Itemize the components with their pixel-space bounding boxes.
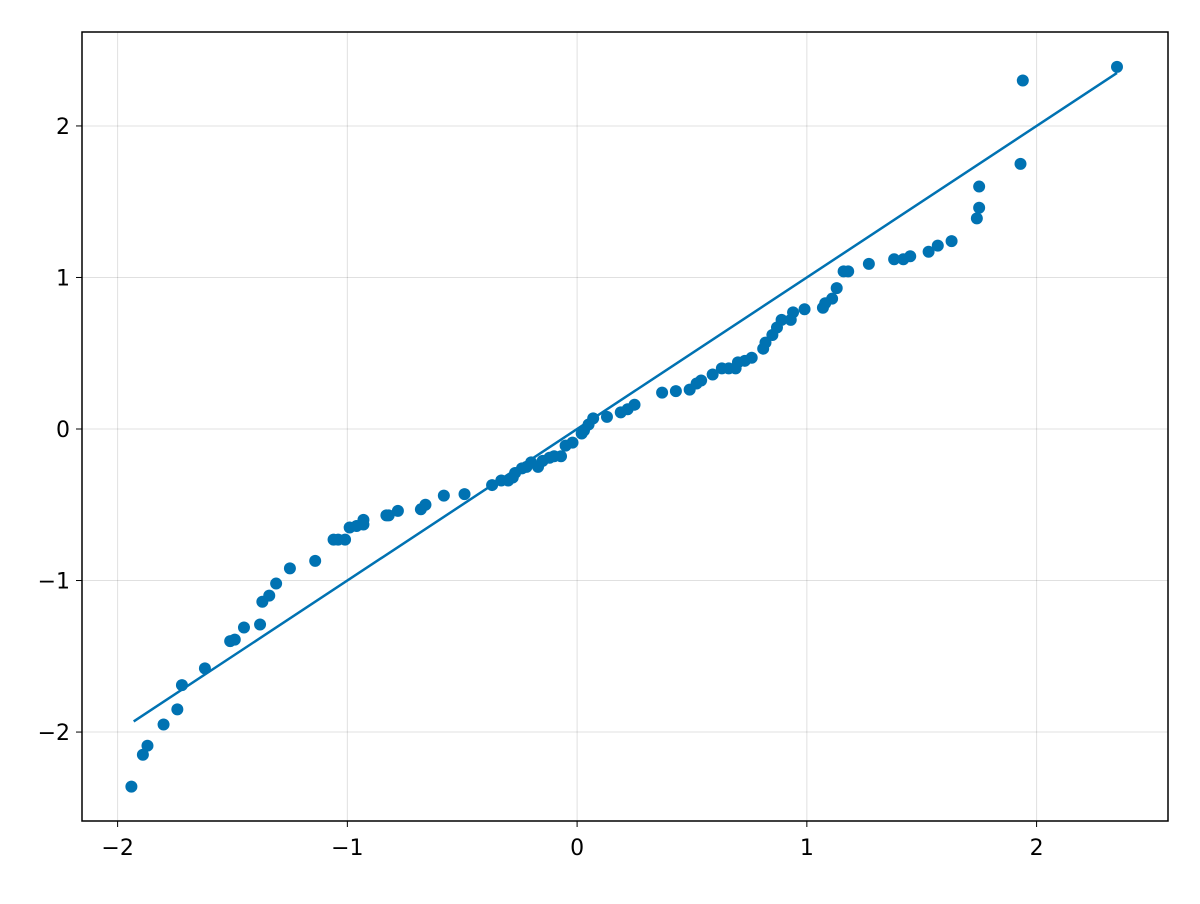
point xyxy=(171,703,184,716)
point xyxy=(628,398,641,411)
point xyxy=(228,633,241,646)
point xyxy=(600,410,613,423)
y-tick-label: 0 xyxy=(56,418,70,443)
point xyxy=(391,504,404,517)
point xyxy=(198,662,211,675)
point xyxy=(566,436,579,449)
point xyxy=(706,368,719,381)
point xyxy=(970,212,983,225)
point xyxy=(830,282,843,295)
point xyxy=(656,386,669,399)
point xyxy=(254,618,267,631)
point xyxy=(270,577,283,590)
point xyxy=(419,498,432,511)
x-tick-label: −2 xyxy=(101,836,133,861)
point xyxy=(798,303,811,316)
point xyxy=(922,245,935,258)
point xyxy=(382,509,395,522)
x-tick-label: −1 xyxy=(331,836,363,861)
point xyxy=(745,351,758,364)
point xyxy=(842,265,855,278)
point xyxy=(973,201,986,214)
y-tick-label: −2 xyxy=(38,721,70,746)
point xyxy=(175,679,188,692)
point xyxy=(775,313,788,326)
point xyxy=(309,554,322,567)
reference-line xyxy=(133,71,1118,723)
point xyxy=(125,780,138,793)
point xyxy=(1110,60,1123,73)
point xyxy=(136,748,149,761)
point xyxy=(486,479,499,492)
point xyxy=(945,235,958,248)
y-tick-label: 2 xyxy=(56,115,70,140)
point xyxy=(157,718,170,731)
plot-frame xyxy=(81,31,1169,822)
point xyxy=(1014,157,1027,170)
point xyxy=(141,739,154,752)
point xyxy=(759,336,772,349)
point xyxy=(263,589,276,602)
point xyxy=(437,489,450,502)
point xyxy=(787,306,800,319)
point xyxy=(587,412,600,425)
x-tick-label: 2 xyxy=(1030,836,1044,861)
point xyxy=(357,513,370,526)
x-tick-label: 1 xyxy=(800,836,814,861)
point xyxy=(862,257,875,270)
y-tick-label: −1 xyxy=(38,570,70,595)
point xyxy=(669,385,682,398)
point xyxy=(973,180,986,193)
point xyxy=(904,250,917,263)
y-tick-label: 1 xyxy=(56,266,70,291)
point xyxy=(931,239,944,252)
point xyxy=(826,292,839,305)
point xyxy=(458,488,471,501)
point xyxy=(695,374,708,387)
point xyxy=(888,253,901,266)
x-tick-label: 0 xyxy=(570,836,584,861)
point xyxy=(1016,74,1029,87)
point xyxy=(339,533,352,546)
point xyxy=(555,450,568,463)
point xyxy=(283,562,296,575)
point xyxy=(237,621,250,634)
